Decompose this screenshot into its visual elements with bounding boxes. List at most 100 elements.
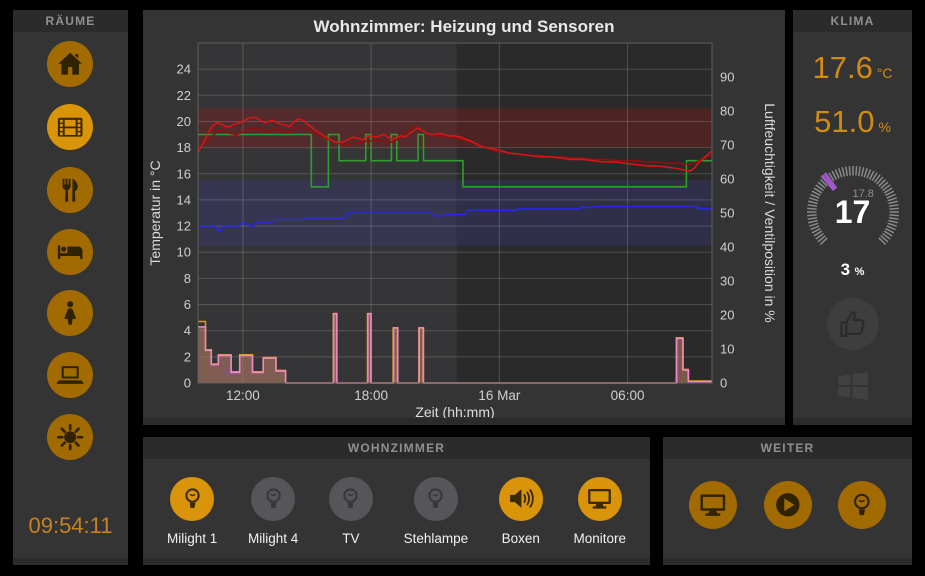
- bulb-icon: [343, 488, 359, 509]
- dial-setpoint: 17: [834, 194, 871, 230]
- svg-text:22: 22: [177, 88, 191, 103]
- play-icon: [775, 493, 800, 517]
- device-label: Milight 4: [247, 531, 299, 546]
- device-label: Monitore: [573, 531, 626, 546]
- bulb-icon: [853, 493, 870, 516]
- bulb-icon: [184, 488, 200, 509]
- device-tv[interactable]: TV: [328, 477, 373, 558]
- dial-ticks: [806, 166, 899, 246]
- sidebar-item-woman[interactable]: [47, 290, 93, 336]
- dial-current-temp: 17.8: [852, 188, 874, 200]
- sidebar-footer: [13, 558, 128, 565]
- svg-text:12:00: 12:00: [226, 388, 260, 403]
- svg-text:16: 16: [177, 166, 191, 181]
- device-label: Boxen: [501, 531, 540, 546]
- weiter-button[interactable]: [689, 481, 738, 529]
- utensils-icon: [62, 178, 78, 202]
- monitor-icon: [700, 494, 726, 517]
- current-temperature: 17.6 °C: [793, 50, 912, 86]
- device-label: Milight 1: [167, 531, 218, 546]
- thermostat-dial[interactable]: 17.8 17: [793, 158, 913, 262]
- monitor-icon: [588, 489, 612, 510]
- wohnzimmer-header: WOHNZIMMER: [143, 437, 650, 459]
- svg-text:30: 30: [720, 274, 734, 289]
- svg-text:18:00: 18:00: [354, 388, 388, 403]
- temperature-unit: °C: [876, 65, 893, 81]
- device-label: Stehlampe: [403, 531, 469, 546]
- humidity-value: 51.0: [814, 104, 875, 139]
- svg-text:60: 60: [720, 172, 734, 187]
- svg-text:50: 50: [720, 206, 734, 221]
- film-icon: [57, 117, 83, 137]
- sidebar-item-laptop[interactable]: [47, 352, 93, 398]
- sensor-chart: 0246810121416182022240102030405060708090…: [147, 42, 778, 420]
- weiter-button-monitor[interactable]: [689, 481, 738, 558]
- svg-text:8: 8: [184, 271, 191, 286]
- bulb-icon: [265, 488, 281, 509]
- wohnzimmer-footer: [143, 558, 650, 565]
- device-button[interactable]: [498, 477, 543, 521]
- device-boxen[interactable]: Boxen: [498, 477, 543, 558]
- device-label: TV: [342, 531, 360, 546]
- sidebar-item-utensils[interactable]: [47, 167, 93, 213]
- windows-icon[interactable]: [833, 366, 873, 406]
- svg-text:90: 90: [720, 70, 734, 85]
- svg-text:20: 20: [720, 308, 734, 323]
- sidebar-item-film[interactable]: [47, 104, 93, 150]
- valve-unit: %: [854, 266, 865, 278]
- woman-icon: [64, 300, 76, 325]
- device-milight-4[interactable]: Milight 4: [248, 477, 298, 558]
- klima-header: KLIMA: [793, 10, 912, 32]
- weiter-button-play[interactable]: [763, 481, 812, 558]
- svg-text:6: 6: [184, 297, 191, 312]
- device-button[interactable]: [577, 477, 622, 521]
- boost-button[interactable]: [826, 298, 879, 350]
- device-button[interactable]: [328, 477, 373, 521]
- svg-text:16 Mar: 16 Mar: [478, 388, 521, 403]
- chart-panel-footer: [143, 418, 785, 425]
- weiter-button-bulb[interactable]: [837, 481, 886, 558]
- valve-value: 3: [840, 260, 851, 279]
- svg-text:2: 2: [184, 349, 191, 364]
- temperature-value: 17.6: [812, 50, 873, 85]
- svg-text:Luftfeuchtigkeit / Ventilposit: Luftfeuchtigkeit / Ventilposition in %: [762, 103, 778, 322]
- sidebar-item-home[interactable]: [47, 41, 93, 87]
- svg-text:14: 14: [177, 192, 191, 207]
- svg-text:70: 70: [720, 138, 734, 153]
- svg-text:Temperatur in °C: Temperatur in °C: [147, 160, 163, 265]
- weiter-button[interactable]: [837, 481, 886, 529]
- svg-text:10: 10: [720, 342, 734, 357]
- svg-text:80: 80: [720, 104, 734, 119]
- svg-text:0: 0: [720, 376, 727, 391]
- device-monitore[interactable]: Monitore: [573, 477, 626, 558]
- humidity-unit: %: [878, 119, 891, 135]
- current-humidity: 51.0 %: [793, 104, 912, 140]
- sidebar-item-bed[interactable]: [47, 229, 93, 275]
- clock: 09:54:11: [28, 513, 113, 538]
- device-stehlampe[interactable]: Stehlampe: [403, 477, 469, 558]
- device-button[interactable]: [251, 477, 296, 521]
- svg-text:18: 18: [177, 140, 191, 155]
- rooms-header: RÄUME: [13, 10, 128, 32]
- weiter-header: WEITER: [663, 437, 912, 459]
- svg-text:40: 40: [720, 240, 734, 255]
- svg-text:06:00: 06:00: [611, 388, 645, 403]
- rooms-sidebar: RÄUME 09:54:11: [13, 10, 128, 565]
- device-button[interactable]: [170, 477, 215, 521]
- wohnzimmer-panel: WOHNZIMMER Milight 1 Milight 4 TV Stehla…: [143, 437, 650, 565]
- device-button[interactable]: [413, 477, 458, 521]
- weiter-button[interactable]: [763, 481, 812, 529]
- svg-text:4: 4: [184, 323, 191, 338]
- sidebar-item-sun[interactable]: [47, 414, 93, 460]
- bed-icon: [57, 245, 83, 259]
- chart-title: Wohnzimmer: Heizung und Sensoren: [313, 17, 615, 36]
- klima-footer: [793, 418, 912, 425]
- valve-position: 3 %: [793, 260, 912, 280]
- klima-panel: KLIMA 17.6 °C 51.0 % 17.8 17 3 %: [793, 10, 912, 425]
- chart-panel: Wohnzimmer: Heizung und Sensoren 0 2 4 6 8 10…: [143, 10, 785, 425]
- svg-text:0: 0: [184, 376, 191, 391]
- home-icon: [58, 52, 82, 75]
- svg-text:12: 12: [177, 219, 191, 234]
- weiter-panel: WEITER: [663, 437, 912, 565]
- device-milight-1[interactable]: Milight 1: [167, 477, 217, 558]
